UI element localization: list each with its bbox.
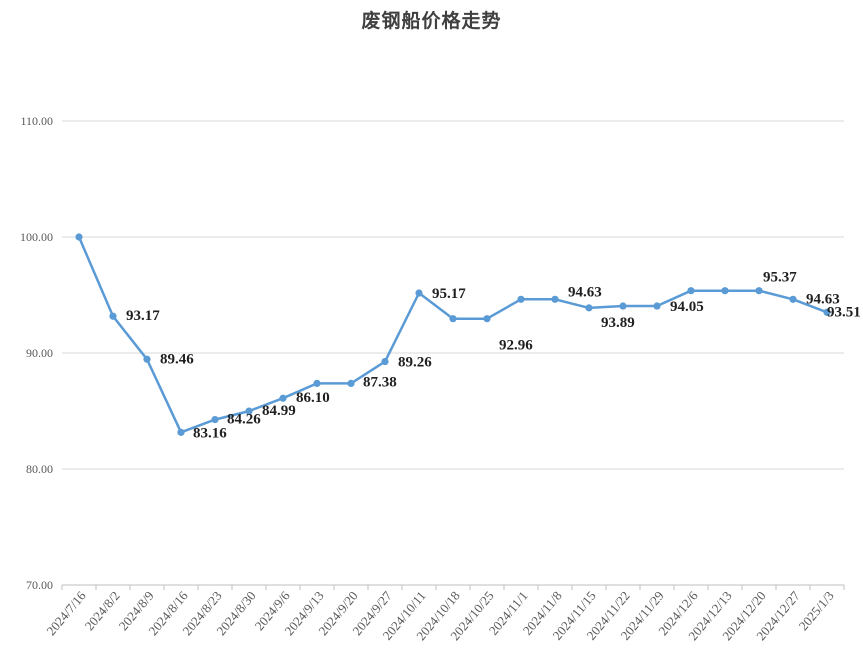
data-label: 95.37 [763,270,797,286]
data-point [245,407,253,415]
data-point [347,379,355,387]
data-label: 89.26 [398,355,432,371]
series-line [77,235,829,434]
data-point [415,289,423,297]
data-point [211,415,219,424]
series-0 [75,233,831,436]
data-point [177,428,185,436]
data-point [755,287,763,295]
data-point [449,315,457,323]
x-axis-ticks [61,585,845,590]
data-point [517,295,525,303]
data-point [381,357,389,366]
gridlines [62,120,844,586]
x-axis-labels: 2024/7/162024/8/22024/8/92024/8/162024/8… [43,588,836,643]
chart-title: 废钢船价格走势 [361,10,502,32]
data-point [313,379,321,387]
data-label: 84.99 [262,403,296,419]
data-point [551,295,559,303]
x-tick-label: 2025/1/3 [796,588,837,633]
data-label: 94.63 [568,284,602,300]
data-point [483,315,491,323]
data-point [823,308,831,316]
y-tick-label: 100.00 [20,230,53,244]
data-label: 94.63 [806,291,840,307]
y-tick-label: 110.00 [20,114,53,128]
data-point [143,355,151,363]
data-point [653,302,661,310]
data-label: 93.89 [601,315,635,331]
data-point [585,304,593,312]
data-label: 89.46 [160,351,194,367]
data-point [109,312,117,320]
data-label: 93.17 [126,308,160,324]
data-label: 84.26 [227,412,261,428]
y-tick-label: 80.00 [26,462,53,476]
data-label: 95.17 [432,286,466,302]
data-point [721,287,729,295]
data-point [619,302,627,310]
data-point [789,295,797,303]
x-tick-label: 2024/8/2 [82,588,123,633]
data-label: 94.05 [670,299,704,315]
y-axis-labels: 70.00 80.00 90.00 100.00 110.00 [20,114,53,592]
data-point [279,394,287,402]
y-tick-label: 90.00 [26,346,53,360]
data-label: 86.10 [296,390,330,406]
x-tick-label: 2024/7/16 [43,588,89,638]
y-tick-label: 70.00 [26,578,53,592]
data-point [687,287,695,295]
data-label: 93.51 [827,304,861,320]
data-label: 83.16 [193,425,227,441]
data-point [75,233,83,241]
data-label: 87.38 [363,374,397,390]
data-label: 92.96 [499,338,533,354]
